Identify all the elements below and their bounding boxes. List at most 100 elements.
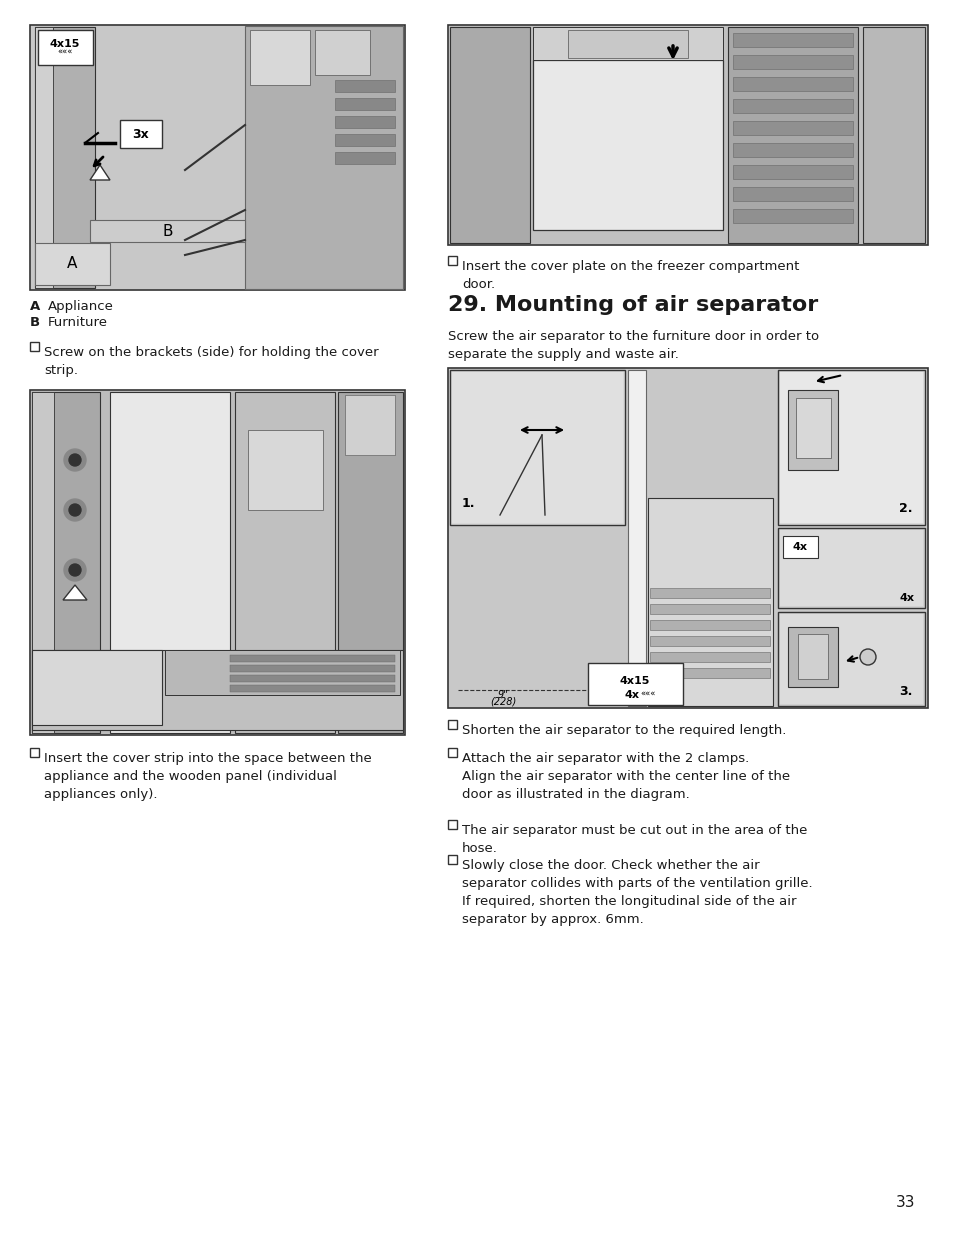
Bar xyxy=(649,652,769,662)
Text: 1.: 1. xyxy=(461,496,475,510)
Bar xyxy=(230,655,395,662)
Bar xyxy=(649,668,769,678)
Text: 3x: 3x xyxy=(132,127,150,141)
Bar xyxy=(35,27,53,288)
Bar xyxy=(230,664,395,672)
Bar xyxy=(335,152,395,164)
Bar xyxy=(448,855,456,864)
Polygon shape xyxy=(63,585,87,600)
Bar xyxy=(778,613,924,706)
Bar xyxy=(32,391,54,734)
Bar xyxy=(337,391,402,734)
Text: 4x15: 4x15 xyxy=(619,676,650,685)
Bar xyxy=(533,61,722,230)
Bar xyxy=(335,116,395,128)
Bar xyxy=(649,604,769,614)
Bar xyxy=(782,536,817,558)
Bar xyxy=(448,820,456,829)
Bar xyxy=(862,27,924,243)
Bar xyxy=(35,243,110,285)
Bar xyxy=(780,372,923,522)
Bar xyxy=(452,372,622,522)
Bar xyxy=(627,370,645,706)
Text: Attach the air separator with the 2 clamps.
Align the air separator with the cen: Attach the air separator with the 2 clam… xyxy=(461,752,789,802)
Bar xyxy=(245,26,402,289)
Bar xyxy=(120,120,162,148)
Bar xyxy=(230,676,395,682)
Text: Insert the cover plate on the freezer compartment
door.: Insert the cover plate on the freezer co… xyxy=(461,261,799,291)
Bar xyxy=(30,26,403,289)
Circle shape xyxy=(64,450,86,471)
Text: A: A xyxy=(67,257,77,272)
Bar xyxy=(32,650,162,725)
Bar xyxy=(732,209,852,224)
Bar xyxy=(335,80,395,91)
Bar xyxy=(448,720,456,729)
Bar xyxy=(165,650,399,695)
Bar xyxy=(32,650,402,730)
Bar xyxy=(448,368,927,708)
Bar xyxy=(248,430,323,510)
Text: 33: 33 xyxy=(895,1195,914,1210)
Bar xyxy=(230,685,395,692)
Text: «««: ««« xyxy=(639,690,655,699)
Bar xyxy=(647,498,772,706)
Text: 4x15: 4x15 xyxy=(50,40,80,49)
Text: 29. Mounting of air separator: 29. Mounting of air separator xyxy=(448,295,818,315)
Text: B: B xyxy=(30,316,40,329)
Polygon shape xyxy=(90,165,110,180)
Text: 2.: 2. xyxy=(899,501,912,515)
Bar xyxy=(732,165,852,179)
Bar xyxy=(450,27,530,243)
Bar xyxy=(587,663,682,705)
Bar xyxy=(797,634,827,679)
Bar xyxy=(567,30,687,58)
Bar xyxy=(448,256,456,266)
Bar xyxy=(35,27,95,288)
Bar xyxy=(732,56,852,69)
Bar xyxy=(732,186,852,201)
Bar xyxy=(732,143,852,157)
Text: 4x: 4x xyxy=(624,690,639,700)
Bar xyxy=(30,391,403,734)
Bar xyxy=(727,27,857,243)
Bar xyxy=(30,748,39,757)
Circle shape xyxy=(64,499,86,521)
Circle shape xyxy=(69,504,81,516)
Text: 9": 9" xyxy=(497,690,508,700)
Text: The air separator must be cut out in the area of the
hose.: The air separator must be cut out in the… xyxy=(461,824,806,855)
Bar xyxy=(778,370,924,525)
Bar xyxy=(449,26,926,245)
Bar xyxy=(110,391,230,734)
Bar xyxy=(732,121,852,135)
Bar xyxy=(533,27,722,61)
Bar xyxy=(780,614,923,704)
Circle shape xyxy=(69,454,81,466)
Text: Screw on the brackets (side) for holding the cover
strip.: Screw on the brackets (side) for holding… xyxy=(44,346,378,377)
Bar xyxy=(732,99,852,112)
Bar xyxy=(234,391,335,734)
Text: Furniture: Furniture xyxy=(48,316,108,329)
Bar xyxy=(795,398,830,458)
Text: Screw the air separator to the furniture door in order to
separate the supply an: Screw the air separator to the furniture… xyxy=(448,330,819,361)
Bar xyxy=(38,30,92,65)
Bar xyxy=(449,369,926,706)
Text: (228): (228) xyxy=(489,697,516,706)
Circle shape xyxy=(859,650,875,664)
Bar xyxy=(335,135,395,146)
Bar xyxy=(732,33,852,47)
Bar xyxy=(787,390,837,471)
Bar xyxy=(90,220,245,242)
Bar xyxy=(30,25,405,290)
Circle shape xyxy=(64,559,86,580)
Text: A: A xyxy=(30,300,40,312)
Bar xyxy=(345,395,395,454)
Bar xyxy=(732,77,852,91)
Bar xyxy=(30,342,39,351)
Bar xyxy=(649,620,769,630)
Text: Insert the cover strip into the space between the
appliance and the wooden panel: Insert the cover strip into the space be… xyxy=(44,752,372,802)
Bar xyxy=(778,529,924,608)
Bar xyxy=(448,25,927,245)
Bar xyxy=(30,390,405,735)
Bar xyxy=(450,370,624,525)
